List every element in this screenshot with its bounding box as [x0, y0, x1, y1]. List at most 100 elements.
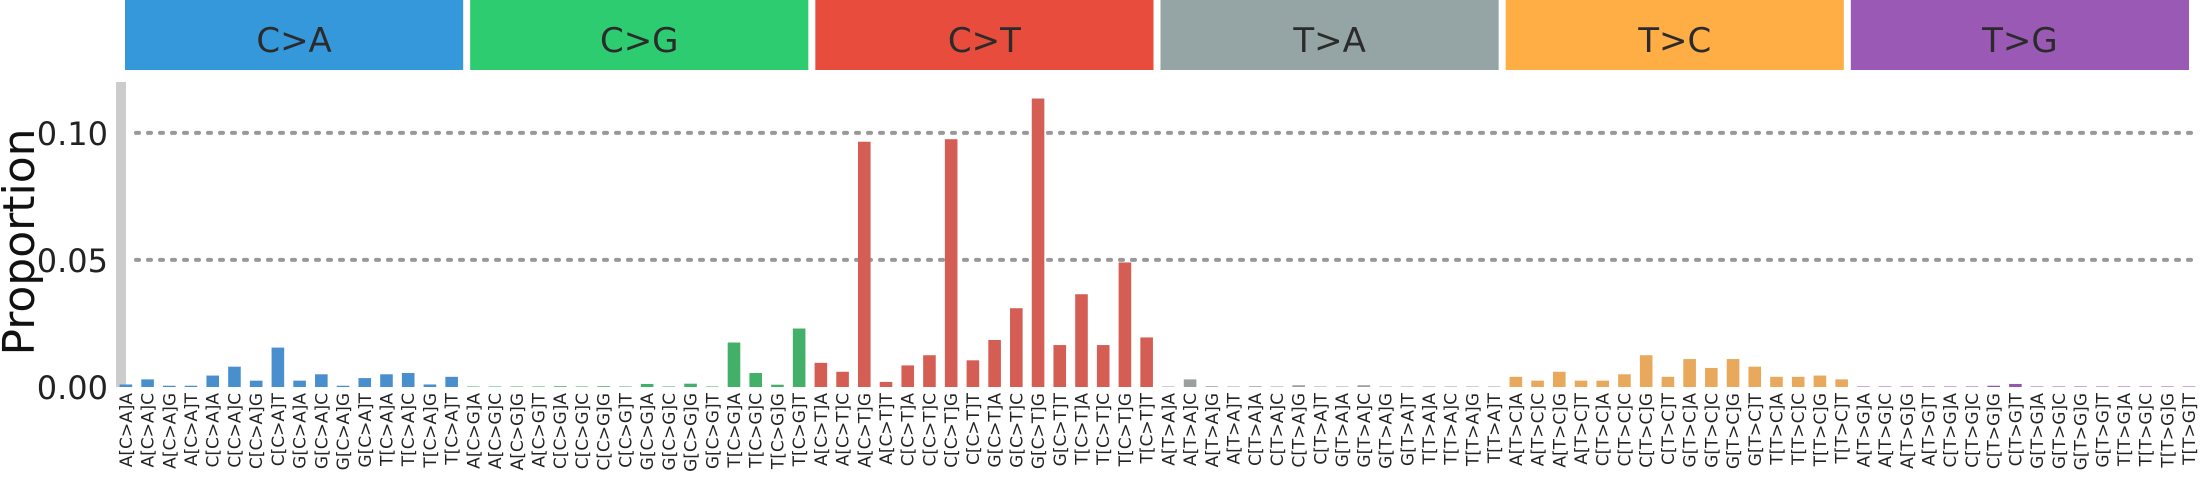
x-tick-label: A[C>T]C — [834, 393, 854, 466]
group-header-label: C>G — [600, 21, 679, 61]
bar — [749, 373, 763, 387]
x-tick-label: T[C>T]G — [1116, 393, 1136, 467]
bar — [1639, 355, 1653, 387]
x-tick-label: G[T>G]C — [2050, 393, 2070, 469]
x-tick-label: C[C>T]A — [899, 393, 919, 467]
x-tick-label: G[T>G]G — [2072, 393, 2092, 470]
bar — [1661, 376, 1675, 387]
x-tick-label: G[C>G]G — [682, 393, 702, 472]
x-tick-label: T[T>G]A — [2115, 393, 2135, 467]
x-tick-label: T[T>G]T — [2180, 392, 2200, 465]
bar — [1813, 375, 1827, 387]
bar — [1053, 345, 1067, 387]
bar — [2182, 386, 2196, 387]
x-tick-label: C[T>G]T — [2006, 392, 2026, 466]
bar — [814, 362, 828, 387]
bar — [1531, 380, 1544, 387]
x-tick-label: G[C>T]A — [986, 393, 1006, 468]
x-tick-label: T[C>T]C — [1094, 393, 1114, 466]
bar — [1227, 386, 1240, 387]
bar — [336, 385, 350, 387]
x-tick-label: T[T>A]T — [1485, 392, 1505, 464]
bar — [619, 386, 632, 387]
x-tick-label: T[T>C]G — [1811, 393, 1831, 467]
x-tick-label: G[C>G]T — [703, 392, 723, 469]
x-tick-label: C[T>C]C — [1615, 393, 1635, 467]
x-tick-label: A[C>G]A — [464, 393, 484, 469]
bar — [1878, 386, 1892, 387]
bar — [2009, 383, 2022, 387]
bar — [315, 374, 328, 387]
x-tick-label: T[T>G]C — [2137, 393, 2157, 467]
x-tick-label: C[C>G]A — [551, 393, 571, 469]
bar — [1509, 376, 1523, 387]
bar — [923, 355, 936, 387]
bar — [1444, 386, 1458, 387]
bar — [2074, 386, 2087, 387]
x-tick-label: A[C>A]T — [182, 392, 202, 466]
x-tick-label: A[C>T]G — [855, 393, 875, 468]
x-tick-label: A[C>T]T — [877, 392, 897, 464]
bar — [293, 380, 306, 387]
x-tick-label: G[C>A]C — [312, 393, 332, 469]
bar — [1292, 385, 1305, 387]
bar — [575, 386, 589, 387]
bar — [162, 385, 176, 387]
bar — [1096, 345, 1110, 387]
bar — [1031, 98, 1045, 387]
x-tick-label: G[C>A]T — [356, 392, 376, 467]
bar — [2030, 386, 2044, 387]
bar — [2117, 386, 2131, 387]
x-tick-label: G[T>C]C — [1702, 393, 1722, 468]
bar — [1010, 308, 1023, 387]
bar — [1770, 376, 1783, 387]
x-tick-label: T[C>A]A — [377, 393, 397, 467]
x-tick-label: T[C>A]T — [443, 392, 463, 465]
bar — [423, 384, 437, 387]
group-header-box — [1505, 0, 1844, 70]
bar — [1379, 386, 1392, 387]
x-tick-label: C[T>C]G — [1637, 393, 1657, 468]
group-header-box — [125, 0, 464, 70]
bar — [1900, 386, 1914, 387]
x-tick-label: C[C>T]T — [964, 392, 984, 465]
x-tick-label: A[T>A]C — [1181, 393, 1201, 466]
x-tick-label: G[C>A]A — [291, 393, 311, 469]
x-tick-label: G[T>C]A — [1681, 393, 1701, 468]
x-tick-label: G[C>T]T — [1051, 392, 1071, 466]
x-tick-label: C[C>A]G — [247, 393, 267, 469]
bar — [532, 386, 545, 387]
x-tick-label: T[C>T]T — [1138, 392, 1158, 464]
x-tick-label: T[T>C]A — [1767, 393, 1787, 466]
bar — [1183, 379, 1197, 387]
x-tick-label: T[T>C]C — [1789, 393, 1809, 466]
bar — [1075, 294, 1088, 387]
x-tick-label: A[T>G]G — [1898, 393, 1918, 469]
bar — [271, 347, 285, 387]
bar — [1422, 386, 1436, 387]
bar — [1335, 386, 1349, 387]
x-tick-label: C[T>A]G — [1290, 393, 1310, 468]
y-tick-label: 0.10 — [37, 115, 108, 153]
bar — [553, 386, 567, 387]
bar — [1987, 385, 2000, 387]
x-tick-label: T[C>G]G — [768, 393, 788, 470]
bar — [1162, 386, 1175, 387]
bar — [206, 375, 220, 387]
x-tick-label: C[T>G]C — [1963, 393, 1983, 468]
bar — [401, 373, 415, 387]
bar — [2139, 386, 2153, 387]
group-header-box — [470, 0, 809, 70]
group-header-box — [815, 0, 1154, 70]
bar — [488, 386, 502, 387]
bar — [1314, 386, 1327, 387]
x-tick-label: G[T>A]C — [1355, 393, 1375, 468]
x-tick-label: C[C>A]T — [269, 392, 289, 466]
bar — [184, 385, 198, 387]
bar — [2052, 386, 2066, 387]
bar — [727, 342, 741, 387]
bar — [966, 360, 980, 387]
bar — [836, 371, 849, 387]
x-tick-label: A[C>A]A — [117, 393, 137, 468]
x-tick-label: C[T>A]T — [1311, 392, 1331, 464]
